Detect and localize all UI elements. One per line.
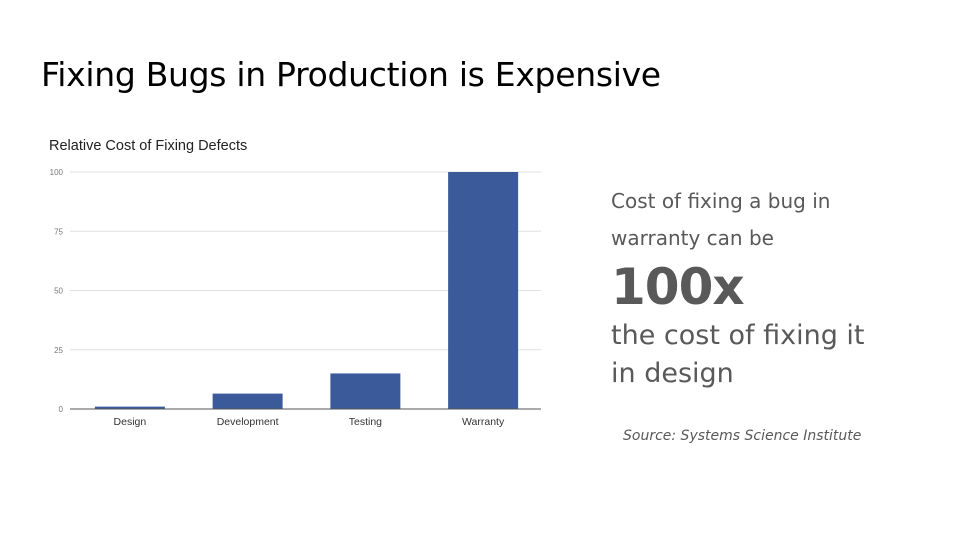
bar-testing <box>330 373 401 409</box>
callout-line-3: the cost of fixing it <box>611 320 865 351</box>
x-tick-label: Design <box>114 416 147 428</box>
y-tick-label: 75 <box>54 227 63 236</box>
source-citation: Source: Systems Science Institute <box>623 428 862 444</box>
callout-line-4: in design <box>611 358 734 389</box>
x-tick-label: Warranty <box>462 416 505 428</box>
x-tick-label: Development <box>217 416 279 428</box>
chart-y-ticks: 0 25 50 75 100 <box>50 168 64 414</box>
callout-multiplier: 100x <box>611 258 745 316</box>
x-tick-label: Testing <box>349 416 382 428</box>
bar-design <box>94 406 165 409</box>
callout: Cost of fixing a bug in warranty can be … <box>611 183 931 393</box>
bar-warranty <box>448 172 519 409</box>
y-tick-label: 0 <box>59 405 64 414</box>
chart-title: Relative Cost of Fixing Defects <box>49 138 247 154</box>
y-tick-label: 50 <box>54 287 63 296</box>
callout-line-2: warranty can be <box>611 226 774 250</box>
bar-chart-svg: Relative Cost of Fixing Defects 0 25 50 75 1… <box>49 138 541 428</box>
y-tick-label: 100 <box>50 168 64 177</box>
bar-development <box>212 393 283 409</box>
slide-title: Fixing Bugs in Production is Expensive <box>41 55 661 94</box>
chart-bars <box>94 172 519 409</box>
callout-line-1: Cost of fixing a bug in <box>611 189 831 213</box>
y-tick-label: 25 <box>54 346 63 355</box>
chart-x-ticks: Design Development Testing Warranty <box>114 416 505 428</box>
chart: Relative Cost of Fixing Defects 0 25 50 75 1… <box>0 120 560 440</box>
